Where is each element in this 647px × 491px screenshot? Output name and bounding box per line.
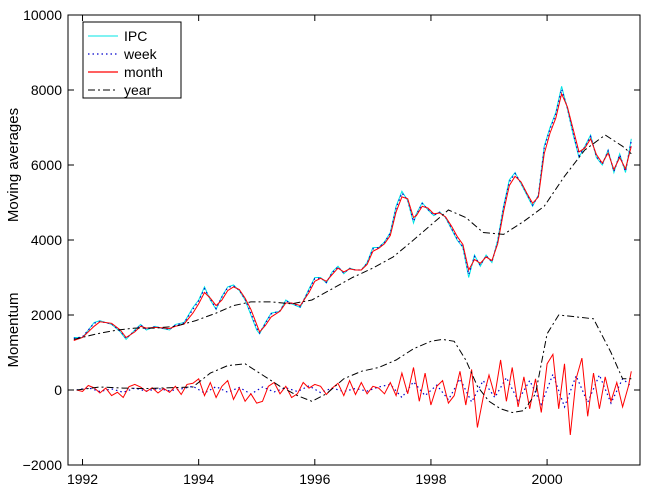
legend-label-month: month bbox=[124, 64, 163, 80]
x-tick-label: 2000 bbox=[532, 471, 563, 487]
series-line-year bbox=[73, 134, 632, 340]
momentum-line-year bbox=[76, 314, 632, 414]
y-tick-label: −2000 bbox=[23, 457, 63, 473]
x-tick-label: 1994 bbox=[183, 471, 214, 487]
legend: IPC week month year bbox=[82, 21, 182, 99]
series-line-month bbox=[73, 92, 632, 341]
series-layer bbox=[73, 86, 632, 436]
y-tick-label: 4000 bbox=[31, 232, 62, 248]
series-line-week-momentum bbox=[76, 372, 632, 409]
y-axis-title-moving-averages: Moving averages bbox=[5, 108, 22, 222]
legend-box bbox=[82, 21, 182, 99]
legend-label-year: year bbox=[124, 82, 152, 98]
axes-layer: 1992 1994 1996 1998 2000 −2000 0 2000 4000 6000 80… bbox=[23, 7, 640, 487]
y-tick-label: 6000 bbox=[31, 157, 62, 173]
legend-label-ipc: IPC bbox=[124, 28, 147, 44]
series-line-IPC bbox=[73, 86, 632, 341]
y-axis-title-momentum: Momentum bbox=[5, 292, 22, 367]
momentum-line-month bbox=[76, 352, 632, 436]
x-tick-label: 1998 bbox=[415, 471, 446, 487]
x-tick-label: 1996 bbox=[299, 471, 330, 487]
series-line-week bbox=[73, 87, 632, 340]
y-tick-label: 2000 bbox=[31, 307, 62, 323]
y-tick-label: 8000 bbox=[31, 82, 62, 98]
x-tick-label: 1992 bbox=[67, 471, 98, 487]
y-tick-label: 10000 bbox=[23, 7, 62, 23]
legend-label-week: week bbox=[123, 46, 158, 62]
y-tick-label: 0 bbox=[54, 382, 62, 398]
